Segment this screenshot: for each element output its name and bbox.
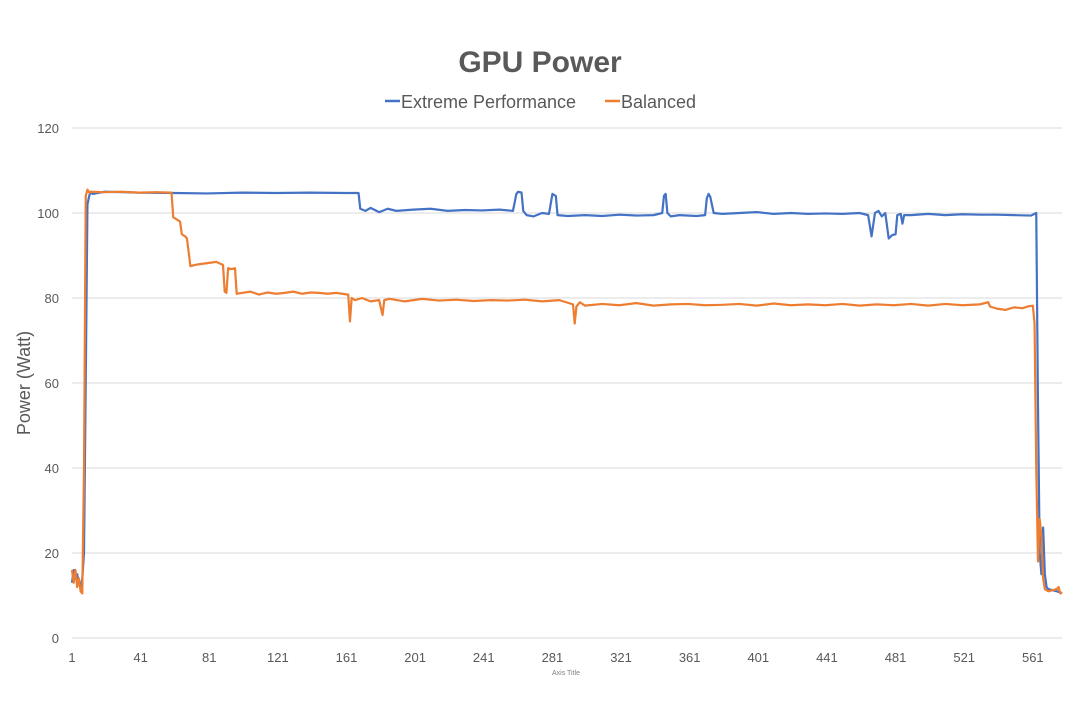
x-tick-label: 41 [133,650,147,665]
x-tick-label: 521 [953,650,975,665]
y-tick-label: 100 [37,206,59,221]
x-tick-label: 81 [202,650,216,665]
x-tick-label: 561 [1022,650,1044,665]
chart-title: GPU Power [458,46,622,79]
y-tick-label: 80 [45,291,59,306]
x-tick-label: 481 [885,650,907,665]
x-tick-label: 201 [404,650,426,665]
x-axis-title: Axis Title [552,670,580,677]
x-tick-label: 121 [267,650,289,665]
x-axis-ticks: 1 41 81 121 161 201 241 281 321 361 401 441 481 521 56… [68,650,1043,665]
legend: Extreme Performance Balanced [385,92,696,112]
y-tick-label: 0 [52,631,59,646]
y-tick-label: 60 [45,376,59,391]
legend-label-balanced: Balanced [621,92,696,112]
y-axis-ticks: 0 20 40 60 80 100 120 [37,121,59,646]
y-tick-label: 20 [45,546,59,561]
x-tick-label: 321 [610,650,632,665]
x-tick-label: 161 [336,650,358,665]
x-tick-label: 441 [816,650,838,665]
x-tick-label: 1 [68,650,75,665]
x-tick-label: 401 [747,650,769,665]
series-lines [70,188,1063,595]
x-tick-label: 281 [542,650,564,665]
x-tick-label: 241 [473,650,495,665]
legend-label-extreme-performance: Extreme Performance [401,92,576,112]
y-tick-label: 40 [45,461,59,476]
gridlines [72,127,1062,639]
series-line-balanced [70,188,1063,595]
x-tick-label: 361 [679,650,701,665]
y-tick-label: 120 [37,121,59,136]
y-axis-title: Power (Watt) [14,331,34,435]
series-line-extreme-performance [70,190,1063,595]
